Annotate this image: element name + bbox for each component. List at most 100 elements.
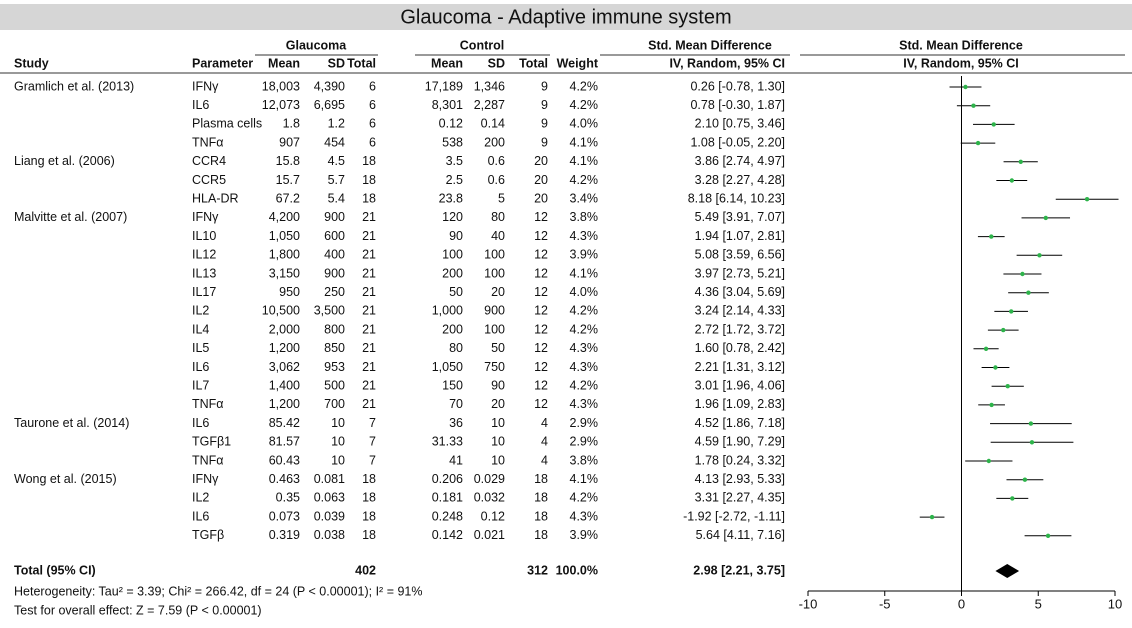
- table-cell: 12: [534, 210, 548, 224]
- table-cell: 6,695: [314, 98, 345, 112]
- table-cell: 12: [534, 248, 548, 262]
- table-cell: 10: [491, 435, 505, 449]
- table-cell: 21: [362, 229, 376, 243]
- table-cell: TNFα: [192, 453, 224, 467]
- study-name: Liang et al. (2006): [14, 154, 115, 168]
- table-cell: 1,000: [432, 304, 463, 318]
- table-cell: 21: [362, 285, 376, 299]
- table-cell: TNFα: [192, 397, 224, 411]
- table-cell: 67.2: [276, 191, 300, 205]
- table-cell: 20: [491, 285, 505, 299]
- table-cell: 950: [279, 285, 300, 299]
- table-cell: 40: [491, 229, 505, 243]
- ci-label: 0.26 [-0.78, 1.30]: [690, 79, 785, 93]
- page-title: Glaucoma - Adaptive immune system: [400, 6, 731, 28]
- column-header: Mean: [268, 56, 300, 70]
- point-estimate: [1010, 496, 1015, 501]
- point-estimate: [986, 458, 992, 464]
- table-cell: IL6: [192, 416, 209, 430]
- ci-label: -1.92 [-2.72, -1.11]: [683, 509, 785, 523]
- table-cell: 12: [534, 378, 548, 392]
- table-cell: 1,200: [269, 341, 300, 355]
- table-cell: 1,050: [269, 229, 300, 243]
- table-cell: 900: [324, 210, 345, 224]
- table-cell: 12: [534, 229, 548, 243]
- table-cell: 85.42: [269, 416, 300, 430]
- table-cell: 12,073: [262, 98, 300, 112]
- table-cell: 6: [369, 98, 376, 112]
- table-cell: 907: [279, 135, 300, 149]
- ci-label: 3.01 [1.96, 4.06]: [695, 378, 785, 392]
- table-cell: 21: [362, 341, 376, 355]
- table-cell: 60.43: [269, 453, 300, 467]
- table-cell: 3.4%: [570, 191, 599, 205]
- total-cell: 312: [527, 563, 548, 577]
- table-cell: 21: [362, 266, 376, 280]
- table-cell: 20: [534, 173, 548, 187]
- table-cell: 18: [534, 528, 548, 542]
- table-cell: 150: [442, 378, 463, 392]
- table-cell: IL12: [192, 248, 216, 262]
- footer-note: Test for overall effect: Z = 7.59 (P < 0…: [14, 603, 262, 617]
- point-estimate: [1028, 421, 1034, 426]
- table-cell: 90: [449, 229, 463, 243]
- table-cell: 36: [449, 416, 463, 430]
- table-cell: IFNγ: [192, 472, 219, 486]
- table-cell: 200: [442, 322, 463, 336]
- table-cell: 0.248: [432, 509, 463, 523]
- table-cell: 18: [362, 509, 376, 523]
- x-tick-label: 0: [958, 596, 965, 611]
- table-cell: 18,003: [262, 79, 300, 93]
- study-name: Taurone et al. (2014): [14, 416, 129, 430]
- table-cell: IL5: [192, 341, 209, 355]
- table-cell: 4.1%: [570, 154, 599, 168]
- table-cell: 3.9%: [570, 248, 599, 262]
- table-cell: 200: [484, 135, 505, 149]
- table-cell: 100: [484, 248, 505, 262]
- ci-label: 4.52 [1.86, 7.18]: [695, 416, 785, 430]
- ci-label: 3.31 [2.27, 4.35]: [695, 491, 785, 505]
- table-cell: 18: [534, 491, 548, 505]
- footer-note: Heterogeneity: Tau² = 3.39; Chi² = 266.4…: [14, 584, 422, 598]
- table-cell: 0.073: [269, 509, 300, 523]
- total-diamond: [995, 564, 1020, 578]
- ci-label: 1.60 [0.78, 2.42]: [695, 341, 785, 355]
- table-cell: 9: [541, 98, 548, 112]
- point-estimate: [1026, 290, 1031, 295]
- table-cell: 4.2%: [570, 491, 599, 505]
- table-cell: 18: [362, 472, 376, 486]
- point-estimate: [929, 514, 935, 520]
- table-cell: 10,500: [262, 304, 300, 318]
- column-header: Parameter: [192, 56, 253, 70]
- table-cell: 12: [534, 304, 548, 318]
- group-header: Control: [460, 38, 504, 52]
- table-cell: 12: [534, 397, 548, 411]
- table-cell: 10: [331, 453, 345, 467]
- table-cell: 18: [362, 491, 376, 505]
- point-estimate: [993, 365, 998, 370]
- point-estimate: [1022, 477, 1028, 482]
- title-bar: [0, 4, 1132, 30]
- table-cell: 12: [534, 341, 548, 355]
- table-cell: 1,400: [269, 378, 300, 392]
- table-cell: 1,346: [474, 79, 505, 93]
- group-header: Glaucoma: [286, 38, 347, 52]
- point-estimate: [1020, 271, 1025, 277]
- table-cell: 538: [442, 135, 463, 149]
- table-cell: 6: [369, 135, 376, 149]
- table-cell: 31.33: [432, 435, 463, 449]
- table-cell: IL2: [192, 304, 209, 318]
- table-cell: 20: [534, 154, 548, 168]
- table-cell: 0.6: [488, 173, 505, 187]
- table-cell: 850: [324, 341, 345, 355]
- table-cell: TGFβ: [192, 528, 224, 542]
- table-cell: Plasma cells: [192, 117, 262, 131]
- table-cell: 3.8%: [570, 453, 599, 467]
- table-cell: 6: [369, 117, 376, 131]
- table-cell: 18: [534, 509, 548, 523]
- table-cell: 41: [449, 453, 463, 467]
- column-header: Total: [519, 56, 548, 70]
- table-cell: 21: [362, 248, 376, 262]
- table-cell: CCR4: [192, 154, 226, 168]
- ci-label: 2.10 [0.75, 3.46]: [695, 117, 785, 131]
